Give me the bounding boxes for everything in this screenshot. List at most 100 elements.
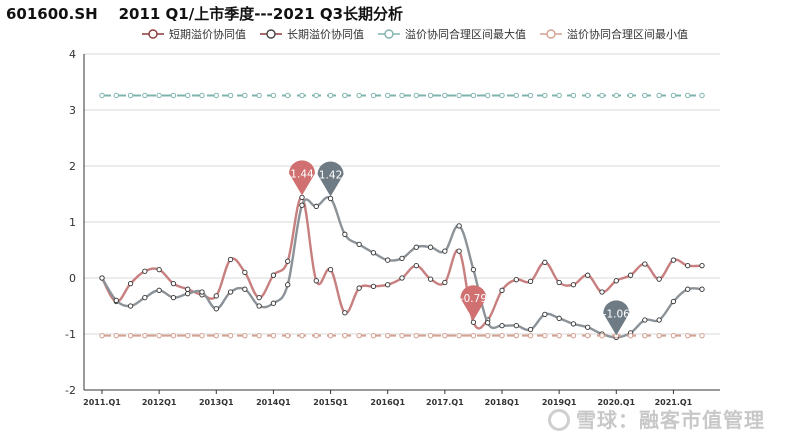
y-tick-label: 3	[69, 104, 76, 117]
data-point	[585, 92, 591, 99]
x-tick-label: 2014Q1	[256, 398, 291, 407]
legend-label: 长期溢价协同值	[287, 27, 364, 41]
data-point	[313, 203, 319, 209]
data-point	[399, 255, 405, 262]
pin-label: -0.79	[460, 293, 487, 305]
data-point	[385, 332, 391, 339]
legend-label: 溢价协同合理区间最小值	[567, 27, 688, 41]
data-point	[513, 277, 519, 283]
x-tick-label: 2020.Q1	[597, 398, 635, 407]
data-point	[399, 275, 405, 281]
y-tick-label: 1	[69, 216, 76, 229]
legend-label: 溢价协同合理区间最大值	[405, 27, 526, 41]
data-point	[527, 332, 534, 339]
data-point	[285, 282, 291, 288]
data-point	[270, 332, 277, 339]
data-point	[599, 332, 605, 339]
data-point	[342, 92, 348, 99]
pin-shape	[460, 285, 487, 321]
data-point	[699, 332, 705, 339]
data-point	[385, 92, 391, 99]
legend-item-2: 长期溢价协同值	[260, 27, 364, 41]
data-point	[570, 332, 577, 339]
series-4	[99, 332, 705, 339]
data-point	[542, 259, 548, 265]
data-point	[327, 266, 334, 273]
data-point	[299, 332, 305, 339]
legend-swatch-marker	[148, 29, 158, 39]
data-point	[142, 268, 148, 274]
y-tick-label: 0	[69, 272, 76, 285]
y-tick-label: -2	[65, 384, 76, 397]
data-point	[342, 310, 348, 316]
data-point	[242, 269, 248, 276]
pin-shape	[317, 161, 344, 197]
pin-shape	[603, 300, 630, 336]
data-point	[413, 332, 419, 339]
data-point	[242, 92, 248, 99]
grid	[84, 53, 720, 391]
data-point	[270, 272, 277, 278]
data-point	[656, 317, 662, 323]
data-point	[342, 231, 348, 237]
data-point	[327, 332, 334, 339]
data-point	[399, 332, 405, 339]
data-point	[456, 92, 462, 99]
data-point	[427, 332, 434, 339]
data-point	[356, 92, 362, 99]
data-point	[113, 92, 119, 99]
data-point	[499, 322, 505, 329]
watermark-text: 雪球：融客市值管理	[576, 408, 765, 432]
data-point	[156, 332, 162, 339]
data-point	[627, 332, 634, 339]
data-point	[685, 92, 691, 99]
data-point	[227, 289, 234, 295]
data-point	[227, 332, 234, 339]
data-point	[313, 92, 319, 99]
axes: -2 -1 0 1 2 3 4 2011.Q1 2012Q1 2013Q1 2014Q1 2015Q1…	[65, 48, 720, 407]
data-point	[570, 282, 577, 288]
x-tick-label: 2018Q1	[485, 398, 520, 407]
data-point	[256, 332, 262, 339]
data-point	[513, 332, 519, 339]
data-point	[685, 263, 691, 269]
data-point	[327, 195, 334, 202]
data-point	[356, 285, 362, 291]
x-tick-label: 2012Q1	[142, 398, 177, 407]
data-point	[599, 92, 605, 99]
data-point	[485, 320, 491, 326]
data-point	[185, 291, 191, 297]
data-point	[127, 92, 134, 99]
data-point	[542, 92, 548, 99]
value-pin: -0.79	[460, 285, 487, 321]
data-point	[342, 332, 348, 339]
data-point	[227, 256, 234, 263]
data-point	[142, 92, 148, 99]
data-point	[127, 303, 134, 309]
data-point	[470, 332, 477, 339]
data-point	[656, 92, 662, 99]
data-point	[513, 322, 519, 329]
data-point	[256, 303, 262, 309]
data-point	[256, 294, 262, 301]
data-point	[270, 300, 277, 306]
data-point	[213, 92, 219, 99]
data-point	[285, 258, 291, 264]
legend-label: 短期溢价协同值	[169, 27, 246, 41]
data-point	[499, 332, 505, 339]
data-point	[470, 266, 477, 273]
data-point	[285, 92, 291, 99]
data-point	[185, 286, 191, 292]
value-pin: 1.42	[317, 161, 344, 197]
data-point	[556, 279, 562, 286]
data-point	[456, 248, 462, 254]
x-tick-label: 2015Q1	[313, 398, 348, 407]
data-point	[499, 92, 505, 99]
annotation-layer: 1.44 1.42 -0.79 -1.06	[289, 160, 630, 336]
value-pin: 1.44	[289, 160, 315, 196]
data-point	[242, 286, 248, 292]
data-point	[370, 250, 377, 256]
data-point	[99, 92, 105, 99]
data-point	[556, 315, 562, 321]
data-point	[442, 248, 448, 254]
